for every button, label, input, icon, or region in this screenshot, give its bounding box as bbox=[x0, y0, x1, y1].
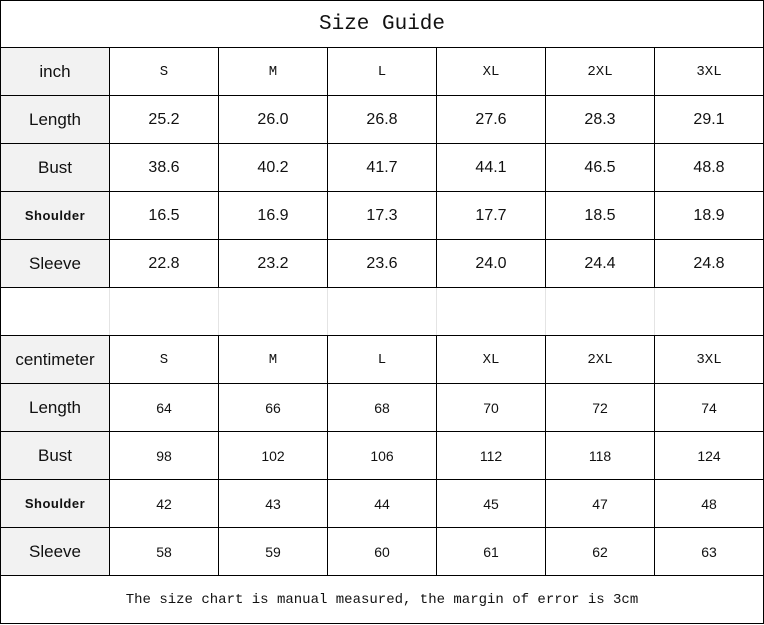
measurement-cell: 16.9 bbox=[218, 191, 328, 240]
measurement-cell: 74 bbox=[654, 383, 764, 432]
row-label: Bust bbox=[0, 143, 110, 192]
size-header: XL bbox=[436, 47, 546, 96]
measurement-cell: 18.5 bbox=[545, 191, 655, 240]
measurement-cell: 24.4 bbox=[545, 239, 655, 288]
empty-cell bbox=[436, 287, 546, 336]
footer-note: The size chart is manual measured, the m… bbox=[0, 575, 764, 624]
table-row: Length 64 66 68 70 72 74 bbox=[0, 383, 764, 432]
table-row: Bust 38.6 40.2 41.7 44.1 46.5 48.8 bbox=[0, 143, 764, 192]
measurement-cell: 48 bbox=[654, 479, 764, 528]
measurement-cell: 44.1 bbox=[436, 143, 546, 192]
row-label: Bust bbox=[0, 431, 110, 480]
measurement-cell: 124 bbox=[654, 431, 764, 480]
row-label: Length bbox=[0, 383, 110, 432]
measurement-cell: 16.5 bbox=[109, 191, 219, 240]
measurement-cell: 28.3 bbox=[545, 95, 655, 144]
measurement-cell: 24.8 bbox=[654, 239, 764, 288]
measurement-cell: 22.8 bbox=[109, 239, 219, 288]
size-header: L bbox=[327, 47, 437, 96]
measurement-cell: 58 bbox=[109, 527, 219, 576]
row-label: Sleeve bbox=[0, 239, 110, 288]
size-header: 3XL bbox=[654, 47, 764, 96]
size-header: 2XL bbox=[545, 335, 655, 384]
measurement-cell: 102 bbox=[218, 431, 328, 480]
row-label: Length bbox=[0, 95, 110, 144]
measurement-cell: 68 bbox=[327, 383, 437, 432]
measurement-cell: 106 bbox=[327, 431, 437, 480]
empty-cell bbox=[545, 287, 655, 336]
measurement-cell: 46.5 bbox=[545, 143, 655, 192]
empty-cell bbox=[654, 287, 764, 336]
empty-cell bbox=[327, 287, 437, 336]
row-label: Shoulder bbox=[0, 191, 110, 240]
size-header: 2XL bbox=[545, 47, 655, 96]
size-header: M bbox=[218, 335, 328, 384]
unit-label: inch bbox=[0, 47, 110, 96]
inch-header-row: inch S M L XL 2XL 3XL bbox=[0, 47, 764, 96]
table-title: Size Guide bbox=[0, 0, 764, 48]
measurement-cell: 18.9 bbox=[654, 191, 764, 240]
measurement-cell: 42 bbox=[109, 479, 219, 528]
measurement-cell: 66 bbox=[218, 383, 328, 432]
measurement-cell: 72 bbox=[545, 383, 655, 432]
measurement-cell: 27.6 bbox=[436, 95, 546, 144]
empty-cell bbox=[0, 287, 110, 336]
measurement-cell: 29.1 bbox=[654, 95, 764, 144]
size-header: S bbox=[109, 335, 219, 384]
spacer-row bbox=[0, 287, 764, 336]
measurement-cell: 26.0 bbox=[218, 95, 328, 144]
measurement-cell: 40.2 bbox=[218, 143, 328, 192]
centimeter-header-row: centimeter S M L XL 2XL 3XL bbox=[0, 335, 764, 384]
measurement-cell: 59 bbox=[218, 527, 328, 576]
measurement-cell: 43 bbox=[218, 479, 328, 528]
measurement-cell: 60 bbox=[327, 527, 437, 576]
measurement-cell: 17.3 bbox=[327, 191, 437, 240]
table-row: Shoulder 16.5 16.9 17.3 17.7 18.5 18.9 bbox=[0, 191, 764, 240]
measurement-cell: 26.8 bbox=[327, 95, 437, 144]
size-header: S bbox=[109, 47, 219, 96]
size-header: L bbox=[327, 335, 437, 384]
size-header: M bbox=[218, 47, 328, 96]
measurement-cell: 25.2 bbox=[109, 95, 219, 144]
measurement-cell: 48.8 bbox=[654, 143, 764, 192]
measurement-cell: 24.0 bbox=[436, 239, 546, 288]
row-label: Sleeve bbox=[0, 527, 110, 576]
measurement-cell: 70 bbox=[436, 383, 546, 432]
measurement-cell: 17.7 bbox=[436, 191, 546, 240]
measurement-cell: 23.2 bbox=[218, 239, 328, 288]
measurement-cell: 112 bbox=[436, 431, 546, 480]
row-label: Shoulder bbox=[0, 479, 110, 528]
measurement-cell: 38.6 bbox=[109, 143, 219, 192]
table-row: Sleeve 22.8 23.2 23.6 24.0 24.4 24.8 bbox=[0, 239, 764, 288]
table-row: Length 25.2 26.0 26.8 27.6 28.3 29.1 bbox=[0, 95, 764, 144]
measurement-cell: 62 bbox=[545, 527, 655, 576]
table-row: Sleeve 58 59 60 61 62 63 bbox=[0, 527, 764, 576]
unit-label: centimeter bbox=[0, 335, 110, 384]
measurement-cell: 23.6 bbox=[327, 239, 437, 288]
table-row: Shoulder 42 43 44 45 47 48 bbox=[0, 479, 764, 528]
table-row: Bust 98 102 106 112 118 124 bbox=[0, 431, 764, 480]
measurement-cell: 45 bbox=[436, 479, 546, 528]
measurement-cell: 41.7 bbox=[327, 143, 437, 192]
measurement-cell: 64 bbox=[109, 383, 219, 432]
empty-cell bbox=[218, 287, 328, 336]
measurement-cell: 44 bbox=[327, 479, 437, 528]
measurement-cell: 98 bbox=[109, 431, 219, 480]
measurement-cell: 63 bbox=[654, 527, 764, 576]
measurement-cell: 118 bbox=[545, 431, 655, 480]
measurement-cell: 47 bbox=[545, 479, 655, 528]
measurement-cell: 61 bbox=[436, 527, 546, 576]
size-header: XL bbox=[436, 335, 546, 384]
size-header: 3XL bbox=[654, 335, 764, 384]
empty-cell bbox=[109, 287, 219, 336]
